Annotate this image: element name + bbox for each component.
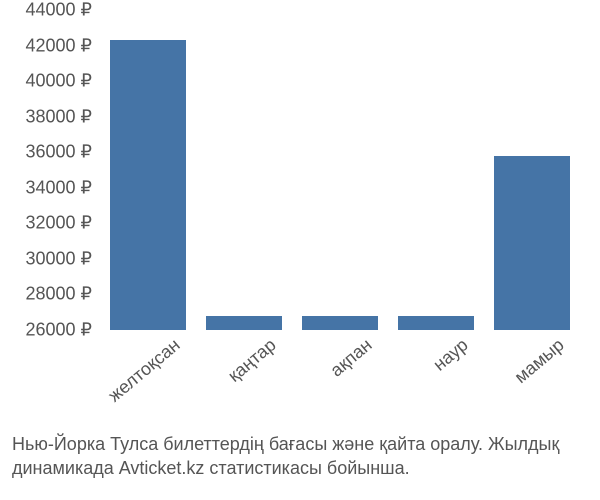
bar	[494, 156, 571, 330]
bar	[302, 316, 379, 330]
y-axis-tick-label: 44000 ₽	[25, 0, 100, 21]
y-axis-tick-label: 36000 ₽	[25, 142, 100, 163]
y-axis-tick-label: 32000 ₽	[25, 213, 100, 234]
y-axis-tick-label: 42000 ₽	[25, 35, 100, 56]
price-chart: 26000 ₽ 28000 ₽ 30000 ₽ 32000 ₽ 34000 ₽ 36000…	[0, 0, 600, 500]
y-axis-tick-label: 34000 ₽	[25, 177, 100, 198]
y-axis-tick-label: 38000 ₽	[25, 106, 100, 127]
plot-area: 26000 ₽28000 ₽30000 ₽32000 ₽34000 ₽36000…	[100, 10, 580, 330]
bar	[398, 316, 475, 330]
bar	[110, 40, 187, 330]
y-axis-tick-label: 30000 ₽	[25, 248, 100, 269]
y-axis-tick-label: 26000 ₽	[25, 320, 100, 341]
y-axis-tick-label: 28000 ₽	[25, 284, 100, 305]
y-axis-tick-label: 40000 ₽	[25, 71, 100, 92]
bar	[206, 316, 283, 330]
chart-caption: Нью-Йорка Тулса билеттердің бағасы және …	[12, 432, 588, 481]
